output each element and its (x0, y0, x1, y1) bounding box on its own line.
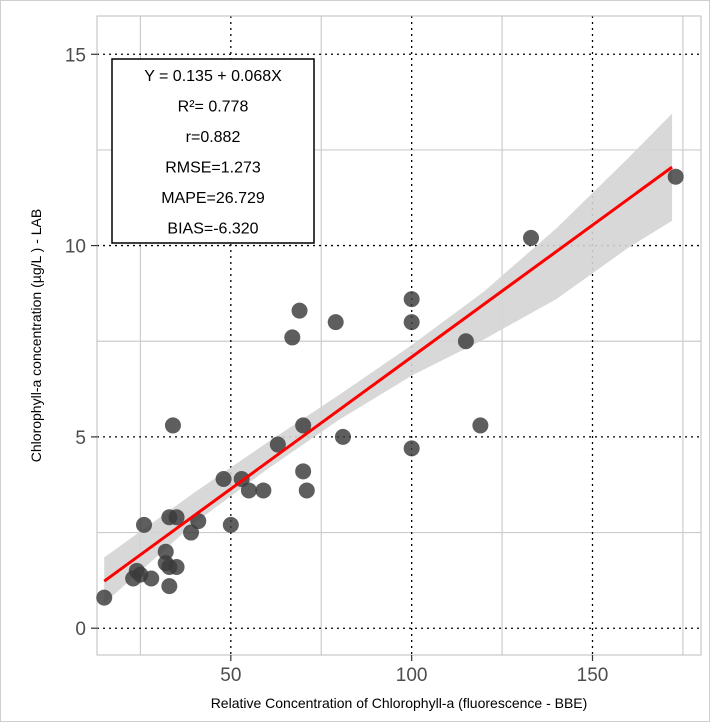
x-tick-label: 50 (220, 665, 241, 686)
data-point (403, 440, 420, 457)
x-tick-label: 150 (577, 665, 609, 686)
annotation-line-bias: BIAS=-6.320 (167, 221, 258, 238)
annotation-line-mape: MAPE=26.729 (161, 190, 265, 207)
data-point (269, 436, 286, 453)
plot-border (96, 15, 702, 656)
data-point (215, 470, 232, 487)
data-point (143, 570, 160, 587)
data-point (168, 558, 185, 575)
annotation-line-r: r=0.882 (186, 129, 241, 146)
data-point (136, 516, 153, 533)
data-point (240, 482, 257, 499)
data-point (295, 417, 312, 434)
regression-line (103, 165, 673, 583)
data-point (667, 168, 684, 185)
data-point (327, 314, 344, 331)
data-point (183, 524, 200, 541)
x-axis-title: Relative Concentration of Chlorophyll-a … (211, 695, 588, 711)
data-point (472, 417, 489, 434)
data-point (222, 516, 239, 533)
stats-annotation-box: Y = 0.135 + 0.068X R²= 0.778 r=0.882 RMS… (111, 58, 315, 244)
data-point (164, 417, 181, 434)
data-point (403, 291, 420, 308)
y-tick-label: 0 (75, 619, 86, 640)
data-point (523, 229, 540, 246)
data-point (96, 589, 113, 606)
data-point (168, 509, 185, 526)
y-axis-title: Chlorophyll-a concentration (µg/L ) - LA… (28, 209, 44, 462)
data-point (298, 482, 315, 499)
data-point (157, 543, 174, 560)
data-point (295, 463, 312, 480)
axis-ticks: 50 100 150 0 5 10 15 (65, 45, 608, 686)
y-tick-label: 10 (65, 237, 86, 258)
data-point (284, 329, 301, 346)
data-point (255, 482, 272, 499)
data-point (291, 302, 308, 319)
x-tick-label: 100 (396, 665, 428, 686)
data-point (334, 428, 351, 445)
annotation-line-rmse: RMSE=1.273 (165, 160, 261, 177)
data-point (161, 578, 178, 595)
data-point (457, 333, 474, 350)
data-points (96, 168, 684, 606)
y-tick-label: 5 (75, 428, 86, 449)
annotation-line-equation: Y = 0.135 + 0.068X (144, 68, 282, 85)
stats-annotation-border (111, 58, 315, 244)
data-point (403, 314, 420, 331)
y-tick-label: 15 (65, 45, 86, 66)
annotation-line-r2: R²= 0.778 (178, 99, 249, 116)
grid-lines (97, 16, 701, 655)
